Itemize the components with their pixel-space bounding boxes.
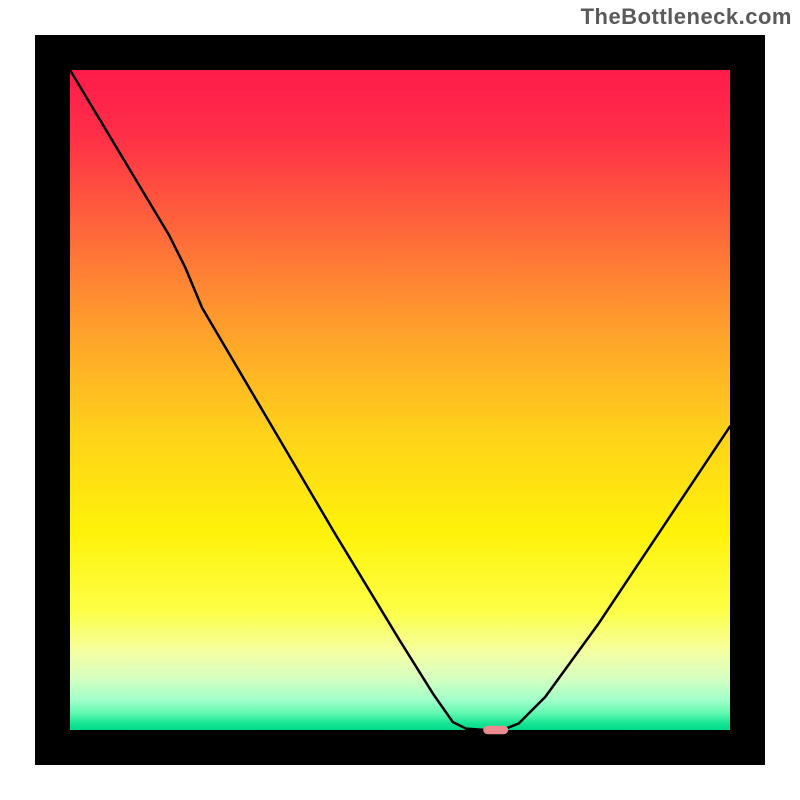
bottleneck-chart — [0, 0, 800, 800]
optimal-point-marker — [483, 726, 508, 735]
attribution-label: TheBottleneck.com — [581, 4, 792, 30]
chart-plot-area — [70, 70, 730, 730]
